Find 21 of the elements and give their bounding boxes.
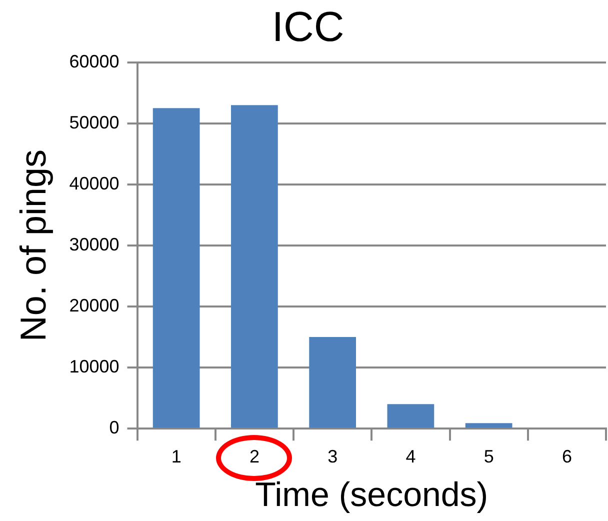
x-tick-label: 4 (406, 446, 416, 466)
bar (387, 404, 434, 428)
x-axis-title: Time (seconds) (255, 476, 488, 514)
x-tick-label: 3 (328, 446, 338, 466)
y-tick-label: 0 (109, 418, 120, 438)
x-tick-label: 6 (562, 446, 572, 466)
y-tick-label: 40000 (69, 173, 120, 194)
bar (465, 423, 512, 428)
x-tick-label: 2 (249, 446, 260, 466)
bar (152, 108, 200, 428)
y-axis-title: No. of pings (12, 149, 54, 342)
y-tick-label: 50000 (69, 112, 120, 132)
chart-title: ICC (272, 2, 344, 50)
y-tick-label: 20000 (69, 296, 120, 316)
y-tick-label: 30000 (69, 234, 120, 254)
y-tick-label: 10000 (69, 356, 120, 377)
x-tick-label: 1 (171, 446, 182, 466)
y-tick-label: 60000 (69, 51, 120, 72)
bar (309, 337, 356, 428)
x-tick-label: 5 (484, 446, 494, 466)
bar (231, 105, 278, 428)
